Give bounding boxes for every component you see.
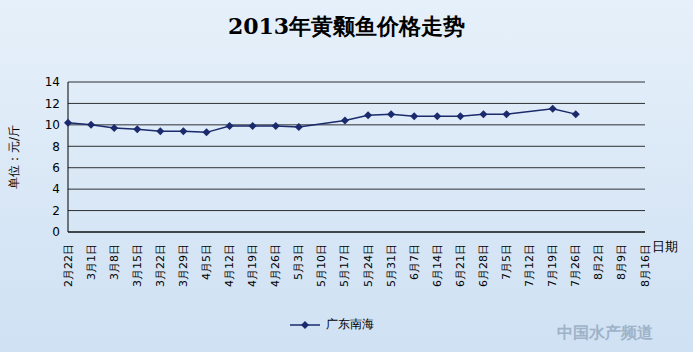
svg-text:5月10日: 5月10日	[315, 244, 328, 287]
svg-text:8: 8	[52, 140, 60, 154]
svg-text:8月9日: 8月9日	[615, 244, 628, 280]
svg-text:4月26日: 4月26日	[269, 244, 282, 287]
svg-text:3月8日: 3月8日	[108, 244, 121, 280]
svg-text:7月5日: 7月5日	[500, 244, 513, 280]
svg-text:8月16日: 8月16日	[639, 244, 652, 287]
svg-text:5月24日: 5月24日	[362, 244, 375, 287]
svg-text:10: 10	[45, 118, 60, 132]
html-text:2013年黄颡鱼价格走势: 2013年黄颡鱼价格走势	[227, 13, 466, 39]
svg-text:7月19日: 7月19日	[546, 244, 559, 287]
svg-text:4月5日: 4月5日	[200, 244, 213, 280]
svg-text:5月17日: 5月17日	[338, 244, 351, 287]
svg-text:4月19日: 4月19日	[246, 244, 259, 287]
svg-text:4: 4	[52, 182, 60, 196]
svg-text:7月12日: 7月12日	[523, 244, 536, 287]
html-text:日期: 日期	[652, 239, 678, 254]
svg-text:7月26日: 7月26日	[569, 244, 582, 287]
svg-text:5月3日: 5月3日	[292, 244, 305, 280]
html-text:中国水产频道: 中国水产频道	[557, 323, 653, 342]
svg-text:4月12日: 4月12日	[223, 244, 236, 287]
html-text:广东南海: 广东南海	[326, 317, 374, 331]
svg-text:6: 6	[52, 161, 60, 175]
svg-text:8月2日: 8月2日	[592, 244, 605, 280]
svg-text:5月31日: 5月31日	[385, 244, 398, 287]
svg-text:单位：元/斤: 单位：元/斤	[7, 125, 21, 189]
svg-text:14: 14	[45, 75, 60, 89]
svg-text:6月21日: 6月21日	[454, 244, 467, 287]
svg-text:2: 2	[52, 204, 60, 218]
svg-text:3月22日: 3月22日	[154, 244, 167, 287]
svg-text:3月15日: 3月15日	[131, 244, 144, 287]
svg-text:6月28日: 6月28日	[477, 244, 490, 287]
svg-text:12: 12	[45, 97, 60, 111]
svg-text:3月1日: 3月1日	[85, 244, 98, 280]
svg-text:2月22日: 2月22日	[62, 244, 75, 287]
svg-text:6月7日: 6月7日	[408, 244, 421, 280]
svg-text:3月29日: 3月29日	[177, 244, 190, 287]
svg-text:0: 0	[52, 225, 60, 239]
svg-text:6月14日: 6月14日	[431, 244, 444, 287]
